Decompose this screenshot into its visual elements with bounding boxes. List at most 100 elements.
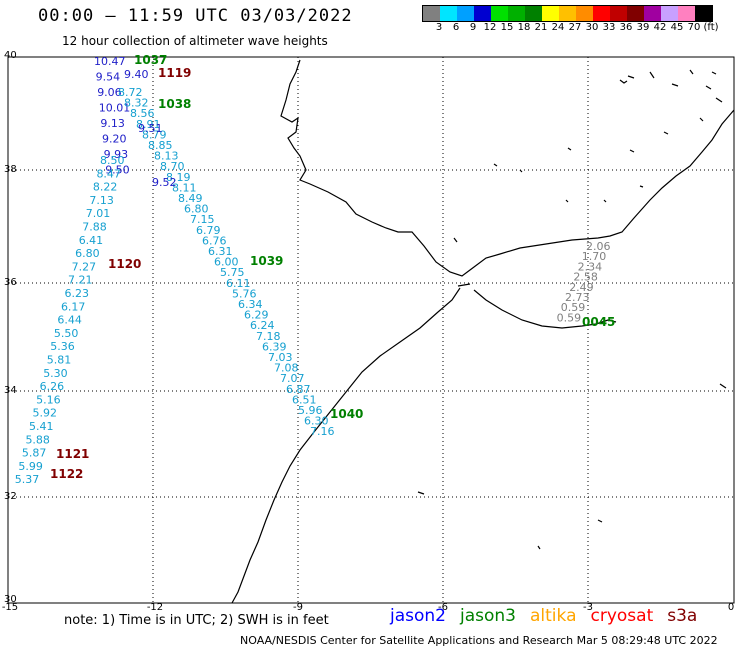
wave-height-label: 6.76 xyxy=(202,234,227,247)
credit-line: NOAA/NESDIS Center for Satellite Applica… xyxy=(240,634,718,647)
wave-height-label: 9.13 xyxy=(100,117,125,130)
color-scale-label: 3 xyxy=(435,22,443,33)
wave-height-label: 8.79 xyxy=(142,128,167,141)
page-subtitle: 12 hour collection of altimeter wave hei… xyxy=(62,34,328,48)
wave-height-label: 7.16 xyxy=(310,425,335,438)
color-scale-label: 36 xyxy=(619,22,633,33)
color-scale-label: 33 xyxy=(602,22,616,33)
wave-height-label: 5.75 xyxy=(220,266,245,279)
wave-height-label: 2.49 xyxy=(569,281,594,294)
wave-height-label: 6.80 xyxy=(75,247,100,260)
color-scale-label: 12 xyxy=(483,22,497,33)
color-scale-swatch xyxy=(525,6,542,21)
legend-jason2: jason2 xyxy=(390,606,446,626)
legend-cryosat: cryosat xyxy=(590,606,654,626)
color-scale-swatch xyxy=(542,6,559,21)
wave-height-label: 8.13 xyxy=(154,150,179,163)
color-scale-label: 45 xyxy=(670,22,684,33)
wave-height-label: 9.20 xyxy=(102,133,127,146)
color-scale-label: 6 xyxy=(452,22,460,33)
pass-number-label: 1122 xyxy=(50,467,83,481)
wave-height-label: 5.92 xyxy=(33,407,58,420)
wave-height-label: 2.06 xyxy=(586,240,611,253)
color-scale-label: 39 xyxy=(636,22,650,33)
color-scale-swatch xyxy=(627,6,644,21)
wave-height-labels: 10.479.549.0610.019.139.209.939.508.508.… xyxy=(15,55,611,486)
wave-height-label: 9.40 xyxy=(124,68,149,81)
wave-height-label: 7.27 xyxy=(72,260,97,273)
color-scale-swatch xyxy=(610,6,627,21)
wave-height-label: 5.37 xyxy=(15,473,40,486)
wave-height-label: 6.29 xyxy=(244,309,269,322)
wave-height-label: 8.50 xyxy=(100,154,125,167)
wave-height-label: 8.11 xyxy=(172,181,197,194)
color-scale-label: 24 xyxy=(551,22,565,33)
lon-label: -12 xyxy=(146,602,164,613)
wave-height-label: 5.41 xyxy=(29,420,54,433)
color-scale-label: (ft) xyxy=(703,22,719,33)
wave-height-label: 8.70 xyxy=(160,160,185,173)
wave-height-label: 1.70 xyxy=(582,250,607,263)
color-scale-swatch xyxy=(576,6,593,21)
wave-height-label: 9.06 xyxy=(97,86,122,99)
wave-height-label: 8.49 xyxy=(178,192,203,205)
wave-height-label: 5.36 xyxy=(50,340,75,353)
wave-height-label: 8.72 xyxy=(118,86,143,99)
color-scale-labels: 3 6 9 12 15 18 21 24 27 30 33 36 39 42 45 70 (ft) xyxy=(422,22,740,36)
pass-number-label: 1038 xyxy=(158,97,191,111)
color-scale-swatch xyxy=(644,6,661,21)
wave-height-label: 6.11 xyxy=(226,277,251,290)
wave-height-label: 7.07 xyxy=(280,372,305,385)
wave-height-label: 6.31 xyxy=(208,245,233,258)
color-scale-swatch xyxy=(474,6,491,21)
wave-height-label: 9.93 xyxy=(104,148,129,161)
color-scale-bar xyxy=(422,5,713,22)
wave-height-label: 2.34 xyxy=(578,260,603,273)
satellite-legend: jason2 jason3 altika cryosat s3a xyxy=(390,606,697,626)
map-frame xyxy=(7,56,735,604)
wave-height-label: 8.19 xyxy=(166,171,191,184)
lon-label: -9 xyxy=(293,602,303,613)
wave-height-label: 6.34 xyxy=(238,298,263,311)
legend-altika: altika xyxy=(530,606,577,626)
wave-height-label: 7.88 xyxy=(82,221,107,234)
wave-height-label: 5.50 xyxy=(54,327,79,340)
wave-height-label: 5.87 xyxy=(22,447,47,460)
wave-height-label: 10.01 xyxy=(99,102,131,115)
footer-note: note: 1) Time is in UTC; 2) SWH is in fe… xyxy=(64,613,329,628)
wave-height-label: 5.81 xyxy=(47,354,72,367)
wave-height-label: 6.17 xyxy=(61,300,85,313)
wave-height-label: 9.50 xyxy=(105,164,130,177)
pass-number-label: 1119 xyxy=(158,66,191,80)
pass-number-label: 1121 xyxy=(56,447,89,461)
wave-height-label: 5.88 xyxy=(25,433,50,446)
graticule xyxy=(8,57,734,603)
wave-height-label: 5.16 xyxy=(36,393,61,406)
wave-height-label: 5.96 xyxy=(298,404,323,417)
lon-label: 0 xyxy=(727,602,735,613)
wave-height-label: 7.08 xyxy=(274,362,299,375)
color-scale-label: 42 xyxy=(653,22,667,33)
wave-height-label: 0.59 xyxy=(557,311,582,324)
wave-height-label: 6.44 xyxy=(57,314,82,327)
wave-height-label: 9.52 xyxy=(152,176,177,189)
wave-height-label: 7.03 xyxy=(268,351,293,364)
wave-height-label: 8.56 xyxy=(130,107,155,120)
wave-height-label: 6.26 xyxy=(40,380,65,393)
color-scale-swatch xyxy=(678,6,695,21)
wave-height-label: 8.85 xyxy=(148,139,173,152)
wave-height-label: 0.59 xyxy=(561,301,586,314)
coastline xyxy=(231,59,735,604)
wave-height-label: 5.99 xyxy=(18,460,42,473)
legend-s3a: s3a xyxy=(667,606,698,626)
pass-number-label: 1120 xyxy=(108,257,141,271)
color-scale-label: 30 xyxy=(585,22,599,33)
lat-label: 38 xyxy=(4,164,17,175)
wave-height-label: 7.18 xyxy=(256,330,281,343)
wave-height-label: 8.47 xyxy=(96,167,121,180)
color-scale-swatch xyxy=(593,6,610,21)
lat-label: 40 xyxy=(4,50,17,61)
wave-height-label: 8.32 xyxy=(124,97,149,110)
wave-height-label: 2.58 xyxy=(573,271,598,284)
